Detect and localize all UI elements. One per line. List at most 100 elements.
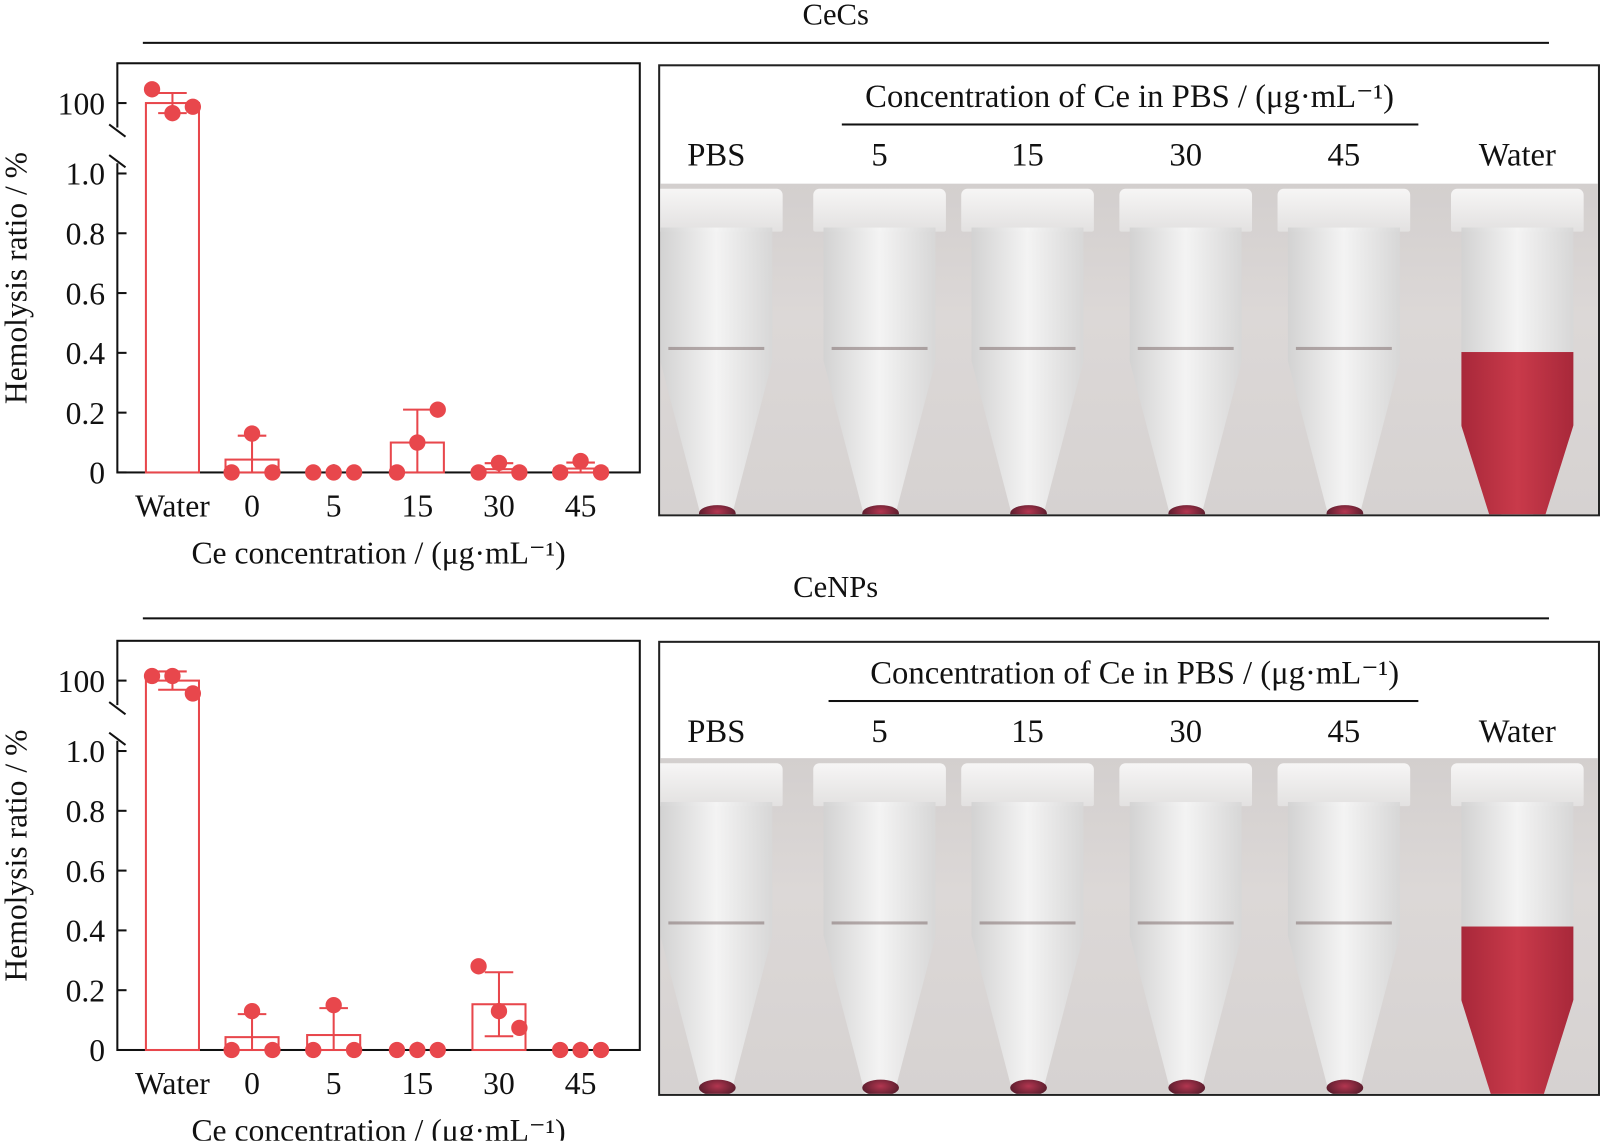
- y-axis-label: Hemolysis ratio / %: [0, 730, 34, 982]
- x-tick-label: Water: [135, 488, 210, 523]
- hemolyzed-blood: [1461, 352, 1574, 515]
- tube-photo-image: [660, 758, 1598, 1094]
- tube: [961, 763, 1094, 1094]
- x-tick-label: 15: [402, 488, 434, 523]
- data-point: [345, 1041, 363, 1059]
- y-tick-label: 0.6: [66, 276, 106, 311]
- data-point: [305, 464, 322, 481]
- y-axis-label: Hemolysis ratio / %: [0, 152, 34, 404]
- tube-label: 15: [1011, 712, 1044, 749]
- rbc-pellet: [698, 505, 736, 515]
- data-point: [429, 401, 446, 418]
- x-axis-label: Ce concentration / (μg·mL⁻¹): [191, 535, 565, 570]
- tube-label: 45: [1327, 135, 1361, 173]
- x-tick-label: 5: [326, 1066, 342, 1101]
- data-point: [264, 464, 281, 481]
- rbc-pellet: [862, 1079, 899, 1094]
- rbc-pellet: [698, 1079, 736, 1094]
- lysed-tube: [1451, 763, 1584, 1094]
- data-point: [470, 464, 487, 481]
- data-point: [490, 454, 508, 472]
- tube: [1119, 188, 1253, 515]
- rbc-pellet: [1326, 505, 1364, 515]
- tube-body: [971, 227, 1084, 515]
- lysed-tube: [1451, 188, 1584, 515]
- y-tick-label: 0.8: [66, 794, 106, 829]
- y-tick-label: 0.4: [66, 914, 106, 949]
- tube-cap: [961, 763, 1094, 807]
- rbc-pellet: [1168, 1079, 1206, 1094]
- tube-cap: [1119, 188, 1253, 232]
- tube-label: 45: [1327, 712, 1361, 749]
- x-tick-label: 0: [244, 488, 260, 523]
- tube-label: 15: [1011, 135, 1044, 173]
- x-tick-label: 15: [402, 1066, 434, 1101]
- tube-label: PBS: [687, 135, 746, 173]
- tube-body: [660, 227, 773, 515]
- data-point: [511, 464, 528, 481]
- tube-cap: [1451, 763, 1584, 807]
- data-point: [223, 464, 240, 481]
- x-tick-label: 45: [565, 1066, 597, 1101]
- concentration-label: Concentration of Ce in PBS / (μg·mL⁻¹): [865, 77, 1394, 115]
- tube-cap: [660, 763, 783, 807]
- tube-body: [660, 802, 773, 1094]
- data-point: [388, 1041, 406, 1059]
- tube-cap: [1277, 763, 1411, 807]
- data-point: [511, 1019, 528, 1037]
- tube-body: [823, 227, 936, 515]
- liquid-meniscus: [831, 346, 928, 350]
- data-point: [572, 1041, 589, 1059]
- bar-Water: [144, 102, 200, 474]
- liquid-meniscus: [1295, 921, 1392, 925]
- plot-frame: [116, 639, 641, 1052]
- rbc-pellet: [862, 505, 899, 515]
- data-point: [264, 1041, 281, 1059]
- y-tick-label: 0.2: [66, 396, 106, 431]
- tube-cap: [1119, 763, 1253, 807]
- data-point: [164, 104, 181, 122]
- y-tick-label: 100: [58, 86, 105, 121]
- tube-cap: [1277, 188, 1411, 232]
- data-point: [470, 958, 487, 975]
- liquid-meniscus: [1137, 346, 1234, 350]
- x-tick-label: 30: [483, 488, 515, 523]
- panel-title-cenps: CeNPs: [793, 570, 879, 605]
- y-tick-label: 0.2: [66, 973, 106, 1008]
- y-tick-label: 0: [89, 1033, 105, 1068]
- tube: [813, 188, 946, 515]
- tube: [1277, 188, 1411, 515]
- liquid-meniscus: [1137, 921, 1234, 925]
- axis-break-mark: [108, 123, 127, 138]
- axis-break-gap: [114, 127, 123, 164]
- tube: [813, 763, 946, 1094]
- concentration-rule: [828, 699, 1419, 703]
- data-point: [325, 464, 342, 481]
- tube: [660, 763, 783, 1094]
- liquid-meniscus: [979, 921, 1076, 925]
- data-point: [143, 81, 161, 98]
- x-tick-label: 30: [483, 1066, 515, 1101]
- x-tick-label: Water: [135, 1066, 210, 1101]
- axis-break-mark: [108, 701, 127, 716]
- rbc-pellet: [1168, 505, 1206, 515]
- data-point: [592, 464, 610, 481]
- y-tick-label: 1.0: [66, 157, 106, 192]
- rbc-pellet: [1010, 1079, 1047, 1094]
- rbc-pellet: [1326, 1079, 1364, 1094]
- data-point: [305, 1041, 322, 1059]
- tube-body: [1129, 802, 1242, 1094]
- tube-label: PBS: [687, 712, 746, 749]
- x-tick-label: 5: [326, 488, 342, 523]
- y-tick-label: 100: [58, 664, 105, 699]
- liquid-meniscus: [831, 921, 928, 925]
- tube-photo-image: [660, 183, 1598, 515]
- data-point: [552, 1041, 569, 1059]
- data-point: [325, 996, 342, 1014]
- tube-body: [1287, 802, 1400, 1094]
- tube-body: [1129, 227, 1242, 515]
- title-rule: [142, 41, 1549, 44]
- data-point: [243, 1002, 261, 1020]
- data-point: [345, 464, 363, 481]
